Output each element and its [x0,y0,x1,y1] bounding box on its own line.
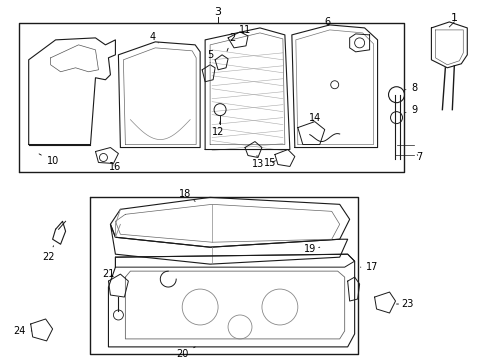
Text: 3: 3 [215,7,221,17]
Text: 2: 2 [227,33,235,51]
Text: 23: 23 [396,299,414,309]
Text: 7: 7 [416,153,422,162]
Text: 6: 6 [325,17,331,27]
Text: 19: 19 [304,244,320,254]
Text: 10: 10 [39,154,59,166]
Text: 4: 4 [149,32,158,43]
Text: 15: 15 [264,158,276,168]
Text: 20: 20 [176,347,195,359]
Text: 1: 1 [451,13,458,23]
Text: 17: 17 [361,262,379,272]
Text: 14: 14 [309,113,321,123]
Text: 9: 9 [406,105,417,114]
Text: 12: 12 [212,122,224,136]
Text: 11: 11 [239,25,251,35]
Text: 16: 16 [109,162,122,172]
Text: 22: 22 [42,246,55,262]
Text: 13: 13 [252,156,264,170]
Text: 24: 24 [13,326,32,336]
Text: 5: 5 [207,50,213,63]
Text: 21: 21 [102,269,115,279]
Text: 8: 8 [406,83,417,93]
Text: 18: 18 [179,189,195,201]
